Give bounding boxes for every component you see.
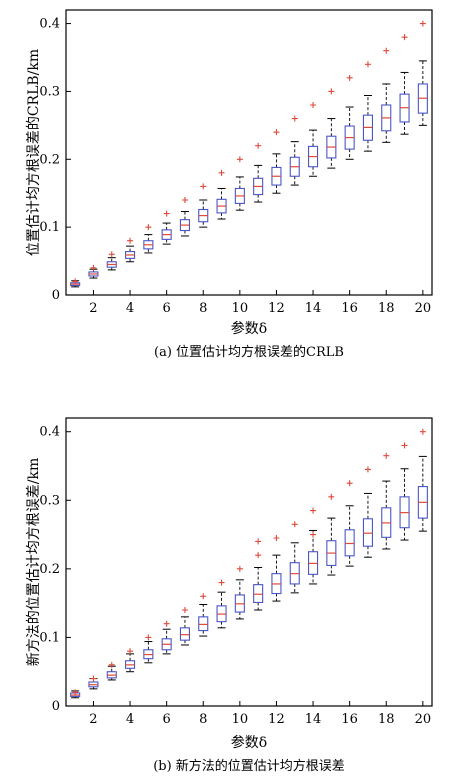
chart0-ytick-label: 0.1 [39, 220, 60, 235]
chart0-y-axis-label: 位置估计均方根误差的CRLB/km [26, 49, 42, 256]
chart1-xtick-label: 2 [89, 712, 97, 727]
chart0-x-axis-label: 参数δ [231, 320, 267, 337]
chart1-xtick-label: 20 [415, 712, 432, 727]
chart0-outlier-marker [346, 74, 353, 81]
chart1-outlier-marker [401, 442, 408, 449]
chart1-outlier-marker [255, 538, 262, 545]
chart1-ytick-label: 0.2 [39, 562, 60, 577]
chart1-xtick-label: 14 [305, 712, 322, 727]
chart0-outlier-marker [90, 264, 97, 271]
chart1-xtick-label: 12 [268, 712, 285, 727]
chart1-xtick-label: 16 [341, 712, 358, 727]
chart1-outlier-marker [236, 565, 243, 572]
chart1-outlier-marker [346, 480, 353, 487]
chart0-xtick-label: 4 [126, 301, 134, 316]
chart1-xtick-label: 10 [232, 712, 249, 727]
chart1-outlier-marker [310, 531, 317, 538]
chart0-ytick-label: 0.3 [39, 84, 60, 99]
chart1-outlier-marker [108, 661, 115, 668]
chart1-x-axis-label: 参数δ [231, 734, 267, 751]
chart0-xtick-label: 8 [199, 301, 207, 316]
chart0-outlier-marker [145, 224, 152, 231]
chart1-xtick-label: 8 [199, 712, 207, 727]
chart1-xtick-label: 4 [126, 712, 134, 727]
chart1-axes-frame [65, 417, 433, 707]
chart1-y-axis-label: 新方法的位置估计均方根误差/km [26, 458, 42, 666]
chart0-outlier-marker [364, 61, 371, 68]
chart1-outlier-marker [383, 452, 390, 459]
chart1-box [198, 616, 209, 632]
chart1-outlier-marker [273, 535, 280, 541]
chart0-xtick-label: 18 [378, 301, 395, 316]
chart0-axes-frame [65, 9, 433, 296]
chart1-outlier-marker [163, 620, 170, 627]
chart1-ytick-label: 0.4 [39, 425, 60, 440]
chart1-outlier-marker [181, 607, 188, 613]
chart1-outlier-marker [127, 648, 134, 655]
chart0-outlier-marker [419, 20, 426, 27]
chart0-outlier-marker [200, 183, 207, 190]
chart0-ytick-label: 0.4 [39, 17, 60, 32]
chart1-box [179, 627, 190, 641]
chart0-outlier-marker [163, 210, 170, 217]
chart0-outlier-marker [127, 237, 134, 244]
chart0-outlier-marker [218, 169, 225, 176]
chart0-ytick-label: 0 [52, 288, 60, 303]
chart1-plot [65, 417, 433, 707]
chart1-outlier-marker [255, 552, 262, 559]
chart1-caption: (b) 新方法的位置估计均方根误差 [153, 758, 345, 774]
chart0-ytick-label: 0.2 [39, 152, 60, 167]
chart0-outlier-marker [291, 115, 298, 122]
chart1-outlier-marker [218, 579, 225, 586]
chart1-ytick-label: 0.3 [39, 493, 60, 508]
chart0-xtick-label: 6 [163, 301, 171, 316]
chart0-xtick-label: 20 [415, 301, 432, 316]
chart1-outlier-marker [145, 634, 152, 641]
chart0-outlier-marker [328, 88, 335, 95]
chart1-xtick-label: 18 [378, 712, 395, 727]
chart1-ytick-label: 0 [52, 699, 60, 714]
chart1-outlier-marker [72, 689, 79, 696]
chart0-xtick-label: 14 [305, 301, 322, 316]
chart0-outlier-marker [255, 142, 262, 149]
chart0-outlier-marker [401, 34, 408, 41]
chart1-box [253, 584, 264, 604]
chart1-box [362, 518, 374, 547]
chart0-outlier-marker [72, 278, 79, 285]
chart0-outlier-marker [273, 129, 280, 136]
chart0-outlier-marker [236, 156, 243, 163]
chart1-outlier-marker [419, 428, 426, 435]
chart0-outlier-marker [108, 251, 115, 258]
chart1-outlier-marker [328, 493, 335, 500]
chart1-outlier-marker [310, 507, 317, 514]
chart0-outlier-marker [310, 102, 317, 108]
chart0-outlier-marker [181, 197, 188, 203]
chart1-outlier-marker [364, 466, 371, 473]
chart0-caption: (a) 位置估计均方根误差的CRLB [154, 344, 344, 360]
chart1-outlier-marker [90, 675, 97, 682]
chart1-xtick-label: 6 [163, 712, 171, 727]
chart0-xtick-label: 16 [341, 301, 358, 316]
chart0-outlier-marker [383, 47, 390, 54]
chart0-xtick-label: 12 [268, 301, 285, 316]
chart1-ytick-label: 0.1 [39, 630, 60, 645]
chart1-outlier-marker [200, 593, 207, 600]
chart0-xtick-label: 10 [232, 301, 249, 316]
chart1-box [344, 529, 355, 557]
chart0-xtick-label: 2 [89, 301, 97, 316]
chart1-outlier-marker [291, 521, 298, 528]
chart0-plot [65, 9, 433, 296]
